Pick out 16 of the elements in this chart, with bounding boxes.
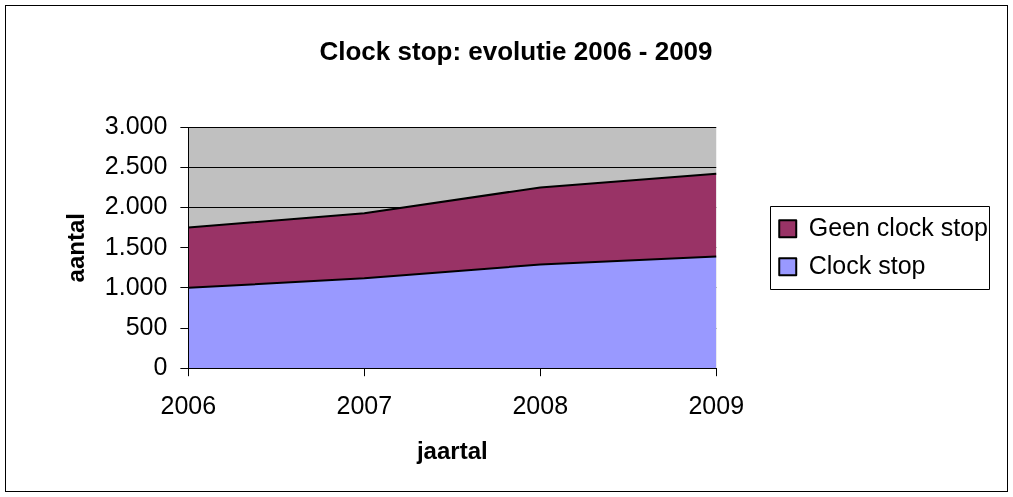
legend-label: Geen clock stop	[808, 212, 989, 241]
x-axis-title: jaartal	[415, 437, 488, 465]
x-tick-label: 2008	[512, 391, 569, 420]
y-tick-label: 2.500	[104, 151, 168, 180]
chart-title: Clock stop: evolutie 2006 - 2009	[319, 35, 713, 66]
y-tick-label: 1.500	[104, 231, 168, 260]
x-tick-label: 2006	[160, 391, 217, 420]
y-tick-label: 0	[153, 352, 168, 381]
y-tick-label: 2.000	[104, 191, 168, 220]
y-tick-label: 3.000	[104, 111, 168, 140]
x-tick-label: 2007	[336, 391, 393, 420]
x-tick-label: 2009	[688, 391, 745, 420]
legend-label: Clock stop	[808, 250, 926, 279]
y-axis-title: aantal	[62, 213, 90, 283]
y-tick-label: 1.000	[104, 271, 168, 300]
y-tick-label: 500	[125, 311, 168, 340]
